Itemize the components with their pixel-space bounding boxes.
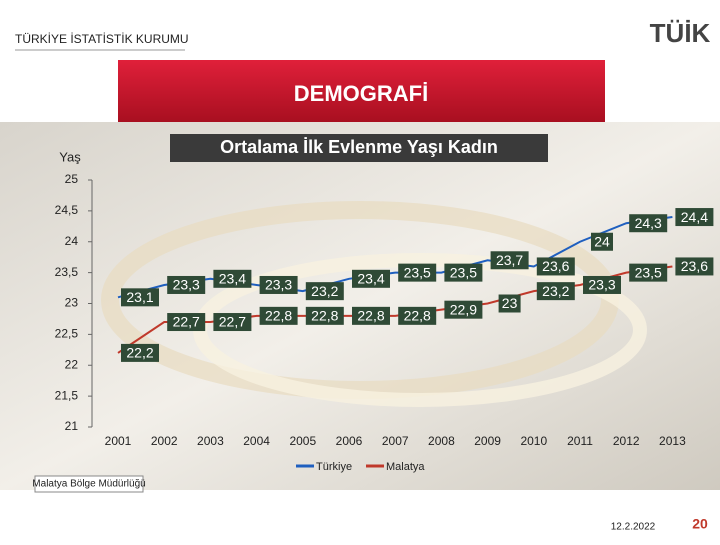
data-label-box [305,282,344,301]
data-label: 23,4 [219,271,246,287]
data-label: 23,6 [681,258,708,274]
series-line [117,265,673,354]
x-tick-label: 2013 [659,434,686,448]
data-label-box [675,257,714,276]
y-tick-label: 24,5 [55,203,79,217]
y-tick-label: 23 [65,296,79,310]
y-tick-label: 23,5 [55,265,79,279]
legend-label: Türkiye [316,461,352,473]
data-label-box [675,208,714,227]
footer-box [34,475,144,493]
data-label-box [259,275,298,294]
data-label-box [629,263,668,282]
section-banner [118,60,605,122]
data-label-box [536,257,575,276]
data-label: 22,8 [357,308,384,324]
y-tick-label: 25 [65,172,79,186]
plot-background [0,122,720,490]
x-tick-label: 2009 [474,434,501,448]
logo: TÜİK [650,18,711,48]
data-label-box [398,306,437,325]
data-label: 22,8 [265,308,292,324]
data-label: 24 [594,233,610,249]
data-label: 23,6 [542,258,569,274]
data-label-box [167,313,206,332]
x-tick-label: 2002 [151,434,178,448]
data-label-box [490,251,529,270]
data-label: 22,7 [219,314,246,330]
data-label: 22,2 [126,345,153,361]
data-label: 23,5 [635,264,662,280]
data-label: 22,9 [450,301,477,317]
x-tick-label: 2005 [289,434,316,448]
data-label-box [352,306,390,325]
data-label: 23 [502,295,518,311]
section-title: DEMOGRAFİ [294,81,428,106]
data-label: 22,8 [311,308,338,324]
data-label: 23,2 [542,283,569,299]
page-number: 20 [692,516,708,532]
data-label: 22,8 [404,308,431,324]
data-label-box [213,269,252,288]
data-label-box [583,275,621,294]
data-label-box [591,232,613,251]
data-label: 23,3 [588,277,615,293]
data-label: 22,7 [173,314,200,330]
x-tick-label: 2003 [197,434,224,448]
data-label-box [213,313,252,332]
x-tick-label: 2011 [567,434,593,448]
chart-title: Ortalama İlk Evlenme Yaşı Kadın [220,137,498,157]
chart-title-box [170,134,548,162]
data-label: 23,5 [450,264,477,280]
y-tick-label: 21 [65,419,79,433]
data-label-box [121,343,159,362]
data-label: 23,3 [173,277,200,293]
data-label: 23,2 [311,283,338,299]
x-tick-label: 2007 [382,434,409,448]
data-label-box [629,214,668,233]
data-label: 23,4 [357,271,384,287]
data-label-box [305,306,344,325]
data-label: 23,7 [496,252,523,268]
data-label-box [121,288,159,307]
organization: TÜRKİYE İSTATİSTİK KURUMU [15,32,189,46]
data-label: 23,1 [126,289,153,305]
data-label-box [498,294,521,313]
data-label-box [167,275,206,294]
footer-office: Malatya Bölge Müdürlüğü [32,479,145,490]
x-tick-label: 2012 [613,434,640,448]
x-tick-label: 2008 [428,434,455,448]
data-label-box [536,282,575,301]
legend-label: Malatya [386,461,425,473]
x-tick-label: 2004 [243,434,270,448]
y-axis-label: Yaş [59,149,81,164]
data-label: 24,4 [681,209,708,225]
y-tick-label: 22 [65,357,79,371]
x-tick-label: 2010 [520,434,547,448]
data-label: 24,3 [635,215,662,231]
data-label-box [398,263,437,282]
y-tick-label: 24 [65,234,79,248]
data-label: 23,5 [404,264,431,280]
data-label-box [444,300,483,319]
data-label-box [352,269,390,288]
data-label-box [259,306,298,325]
x-tick-label: 2006 [336,434,363,448]
footer-date: 12.2.2022 [611,522,656,533]
x-tick-label: 2001 [105,434,132,448]
series-line [117,216,673,299]
y-tick-label: 22,5 [55,327,79,341]
data-label-box [444,263,483,282]
data-label: 23,3 [265,277,292,293]
y-tick-label: 21,5 [55,388,79,402]
